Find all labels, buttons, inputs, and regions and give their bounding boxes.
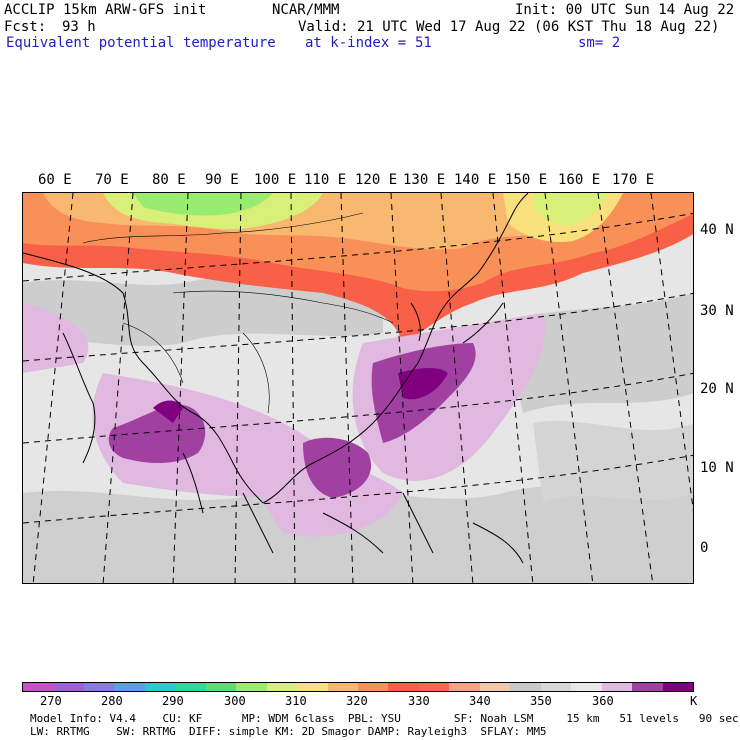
colorbar-label: 270 xyxy=(40,694,62,708)
lon-label: 130 E xyxy=(403,172,446,188)
init-time: Init: 00 UTC Sun 14 Aug 22 xyxy=(515,2,735,18)
smoothing-label: sm= 2 xyxy=(578,35,621,51)
lon-label: 120 E xyxy=(355,172,398,188)
lon-label: 160 E xyxy=(558,172,601,188)
lat-label: 0 xyxy=(700,540,709,556)
colorbar-swatch xyxy=(205,683,237,691)
lon-label: 80 E xyxy=(152,172,186,188)
colorbar-swatch xyxy=(175,683,206,691)
lat-label: 30 N xyxy=(700,303,734,319)
colorbar-label: 310 xyxy=(285,694,307,708)
colorbar-label: 320 xyxy=(346,694,368,708)
physics-info-line: LW: RRTMG SW: RRTMG DIFF: simple KM: 2D … xyxy=(30,725,547,738)
colorbar-swatch xyxy=(327,683,358,691)
theta-e-field xyxy=(23,193,693,583)
lon-label: 100 E xyxy=(254,172,297,188)
lon-label: 140 E xyxy=(454,172,497,188)
colorbar-swatch xyxy=(418,683,450,691)
colorbar-swatch xyxy=(632,683,663,691)
colorbar-swatch xyxy=(266,683,298,691)
colorbar-swatch xyxy=(144,683,176,691)
model-title: ACCLIP 15km ARW-GFS init xyxy=(4,2,207,18)
colorbar-swatch xyxy=(479,683,511,691)
colorbar-label: 340 xyxy=(469,694,491,708)
colorbar-label: 330 xyxy=(408,694,430,708)
colorbar xyxy=(22,682,694,692)
map-panel xyxy=(22,192,694,584)
colorbar-swatch xyxy=(388,683,419,691)
level-label: at k-index = xyxy=(305,35,407,51)
lon-label: 60 E xyxy=(38,172,72,188)
colorbar-label: 280 xyxy=(101,694,123,708)
colorbar-swatch xyxy=(53,683,84,691)
colorbar-swatch xyxy=(449,683,480,691)
forecast-label: Fcst: xyxy=(4,19,47,35)
colorbar-swatch xyxy=(23,683,54,691)
valid-time: Valid: 21 UTC Wed 17 Aug 22 (06 KST Thu … xyxy=(298,19,720,35)
colorbar-swatch xyxy=(540,683,572,691)
lat-label: 20 N xyxy=(700,381,734,397)
model-info-line: Model Info: V4.4 CU: KF MP: WDM 6class P… xyxy=(30,712,739,725)
colorbar-swatch xyxy=(236,683,267,691)
org-label: NCAR/MMM xyxy=(272,2,340,18)
colorbar-unit: K xyxy=(690,694,698,708)
colorbar-swatch xyxy=(510,683,541,691)
colorbar-swatch xyxy=(662,683,693,691)
lat-label: 10 N xyxy=(700,460,734,476)
colorbar-label: 350 xyxy=(530,694,552,708)
lat-label: 40 N xyxy=(700,222,734,238)
colorbar-label: 290 xyxy=(162,694,184,708)
colorbar-swatch xyxy=(601,683,633,691)
field-name: Equivalent potential temperature xyxy=(6,35,276,51)
colorbar-label: 360 xyxy=(592,694,614,708)
colorbar-swatch xyxy=(357,683,389,691)
level-value: 51 xyxy=(415,35,432,51)
lon-label: 110 E xyxy=(304,172,347,188)
colorbar-swatch xyxy=(571,683,602,691)
colorbar-label: 300 xyxy=(224,694,246,708)
lon-label: 150 E xyxy=(505,172,548,188)
colorbar-swatch xyxy=(297,683,328,691)
lon-label: 90 E xyxy=(205,172,239,188)
lon-label: 70 E xyxy=(95,172,129,188)
forecast-hours: 93 h xyxy=(62,19,96,35)
lon-label: 170 E xyxy=(612,172,655,188)
colorbar-swatch xyxy=(114,683,145,691)
colorbar-swatch xyxy=(83,683,115,691)
